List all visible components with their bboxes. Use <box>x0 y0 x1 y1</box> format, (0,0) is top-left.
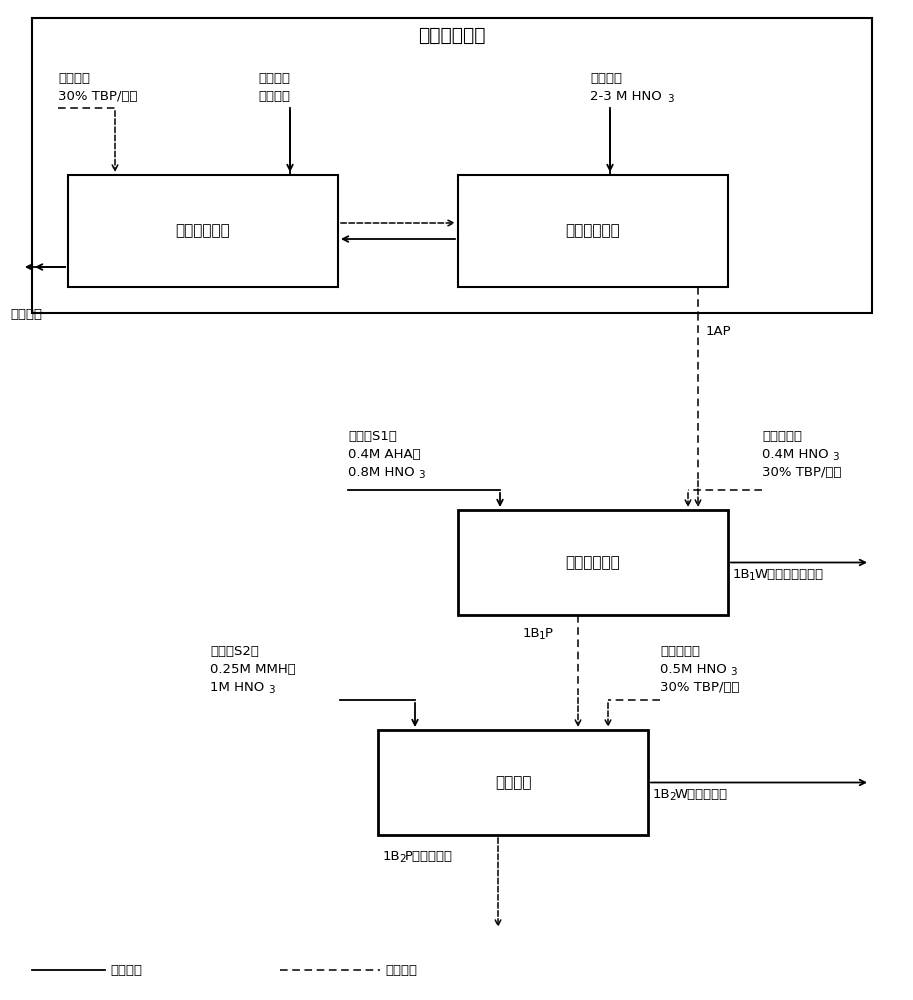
Text: 2-3 M HNO: 2-3 M HNO <box>590 90 662 103</box>
Text: 高放射液: 高放射液 <box>10 308 42 321</box>
Text: 3: 3 <box>268 685 275 695</box>
Text: 油相液流: 油相液流 <box>385 964 417 976</box>
Text: 0.5M HNO: 0.5M HNO <box>660 663 727 676</box>
Text: 3: 3 <box>667 94 674 104</box>
Text: 30% TBP/煤油: 30% TBP/煤油 <box>762 466 842 479</box>
Text: 0.8M HNO: 0.8M HNO <box>348 466 415 479</box>
Text: P: P <box>545 627 553 640</box>
Text: W：锝产品流: W：锝产品流 <box>675 788 729 800</box>
Bar <box>68 175 338 287</box>
Bar <box>458 175 728 287</box>
Bar <box>378 730 648 835</box>
Bar <box>32 18 872 313</box>
Text: W：锌、钚产品流: W：锌、钚产品流 <box>755 568 824 580</box>
Text: 共去污萃取段: 共去污萃取段 <box>175 224 230 238</box>
Text: 1M HNO: 1M HNO <box>210 681 264 694</box>
Text: 铀补萃剂：: 铀补萃剂： <box>762 430 802 443</box>
Text: 0.4M HNO: 0.4M HNO <box>762 448 829 461</box>
Text: 30% TBP/煤油: 30% TBP/煤油 <box>660 681 740 694</box>
Text: 3: 3 <box>418 470 425 480</box>
Text: 1B: 1B <box>653 788 671 800</box>
Text: 1B: 1B <box>733 568 750 580</box>
Text: 1: 1 <box>749 572 756 582</box>
Text: 0.25M MMH，: 0.25M MMH， <box>210 663 296 676</box>
Text: 3: 3 <box>730 667 737 677</box>
Text: 共去污洗涤段: 共去污洗涤段 <box>566 224 620 238</box>
Text: 乏燃料硝: 乏燃料硝 <box>258 72 290 85</box>
Text: 0.4M AHA，: 0.4M AHA， <box>348 448 421 461</box>
Bar <box>458 510 728 615</box>
Text: 酸溶解液: 酸溶解液 <box>258 90 290 103</box>
Text: 共去污萃取器: 共去污萃取器 <box>418 26 486 45</box>
Text: 2: 2 <box>669 792 676 802</box>
Text: 2: 2 <box>399 854 405 864</box>
Text: 1AP: 1AP <box>706 325 731 338</box>
Text: 1B: 1B <box>383 850 401 863</box>
Text: 萃取剂：: 萃取剂： <box>58 72 90 85</box>
Text: 30% TBP/煤油: 30% TBP/煤油 <box>58 90 138 103</box>
Text: 1B: 1B <box>523 627 540 640</box>
Text: 反萃剂S1：: 反萃剂S1： <box>348 430 397 443</box>
Text: 3: 3 <box>832 452 839 462</box>
Text: 锝反萃槽: 锝反萃槽 <box>495 775 531 790</box>
Text: 反萃剂S2：: 反萃剂S2： <box>210 645 259 658</box>
Text: P：铀产品流: P：铀产品流 <box>405 850 453 863</box>
Text: 洗涤剂：: 洗涤剂： <box>590 72 622 85</box>
Text: 锌、钚反萃槽: 锌、钚反萃槽 <box>566 555 620 570</box>
Text: 铀补萃剂：: 铀补萃剂： <box>660 645 700 658</box>
Text: 1: 1 <box>539 631 546 641</box>
Text: 水相液流: 水相液流 <box>110 964 142 976</box>
